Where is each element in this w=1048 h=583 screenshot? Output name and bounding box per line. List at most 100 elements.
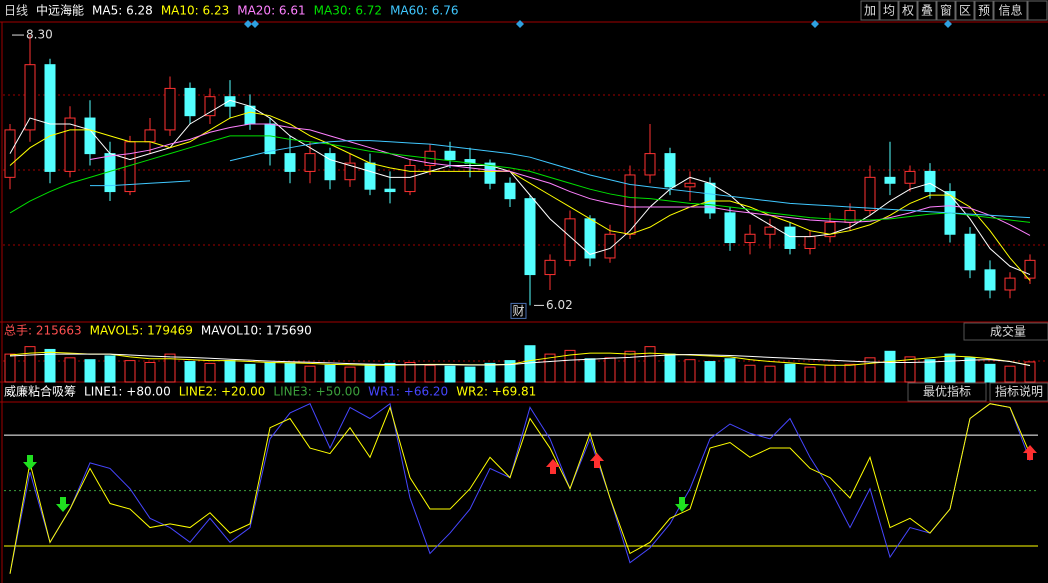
volume-bar [824,364,836,383]
event-diamond [244,20,252,28]
volume-bar [4,353,16,383]
legend-item: 威廉粘合吸筹 [4,384,76,399]
candle-body [904,170,916,184]
candle-body [184,87,196,117]
candle-body [704,182,716,214]
candle-body [484,162,496,184]
volume-bar [764,365,776,383]
candle-body [964,233,976,271]
candle-body [284,153,296,172]
volume-button[interactable] [963,322,1048,341]
volume-bar [964,357,976,383]
volume-bar [364,363,376,383]
legend-item: LINE2: +20.00 [179,385,266,399]
volume-bar [664,353,676,383]
best-indicator-label[interactable]: 最优指标 [923,384,971,399]
toolbar-button-label[interactable]: 预 [978,4,990,18]
volume-bar [544,353,556,383]
sell-arrow [675,497,689,512]
toolbar-scroll[interactable] [1027,0,1048,21]
toolbar-button[interactable] [936,0,956,21]
candle-body [984,269,996,291]
volume-bar [1004,365,1016,383]
volume-bar [104,355,116,383]
volume-bar [724,358,736,383]
volume-bar [424,364,436,383]
volume-bar [744,364,756,383]
candle-body [564,218,576,261]
candle-body [384,188,396,193]
sell-arrow [56,497,70,512]
toolbar-button[interactable] [898,0,918,21]
candle-body [524,198,536,276]
volume-bar [864,357,876,383]
volume-bar [804,366,816,383]
volume-bar [1024,361,1036,383]
candle-body [784,226,796,249]
volume-ma-line [9,351,1031,366]
candle-body [804,236,816,249]
candle-body [164,87,176,131]
indicator-help-label[interactable]: 指标说明 [995,384,1043,399]
toolbar-button[interactable] [860,0,880,21]
volume-bar [244,363,256,383]
legend-item: 中远海能 [36,3,84,18]
best-indicator-button[interactable] [907,382,987,402]
toolbar-button[interactable] [879,0,899,21]
volume-bar [704,361,716,383]
candle-body [864,176,876,212]
event-diamond [251,20,259,28]
buy-arrow [1023,445,1037,460]
signal-arrows [23,445,1037,512]
ma-line [9,135,1031,223]
candle-body [344,162,356,181]
ma-line [9,111,1031,281]
candle-body [144,129,156,143]
toolbar-button-label[interactable]: 权 [902,4,914,18]
toolbar-button[interactable] [917,0,937,21]
toolbar-button[interactable] [993,0,1028,21]
event-diamond [811,20,819,28]
toolbar-button-label[interactable]: 叠 [921,4,933,18]
candle-body [844,210,856,223]
toolbar-button-label[interactable]: 窗 [940,4,952,18]
volume-bar [464,366,476,383]
volume-bar [204,362,216,383]
candle-body [404,164,416,193]
candle-body [264,123,276,155]
candle-body [64,117,76,172]
volume-bar [884,350,896,383]
volume-bar [44,348,56,383]
volume-bar [584,358,596,383]
toolbar-button[interactable] [955,0,975,21]
legend-item: WR1: +66.20 [368,385,448,399]
event-markers [244,20,952,28]
volume-bar [144,361,156,383]
toolbar-button[interactable] [974,0,994,21]
volume-bar [344,366,356,383]
volume-bar [844,363,856,383]
legend-item: 总手: 215663 [4,324,82,338]
candle-body [44,64,56,172]
legend-item: MA5: 6.28 [92,4,153,18]
candle-body [604,233,616,259]
buy-arrow [546,459,560,474]
volume-bar [384,362,396,383]
toolbar-button-label[interactable]: 加 [864,4,876,18]
toolbar-button-label[interactable]: 信息 [998,3,1022,18]
indicator-help-button[interactable] [989,382,1048,402]
indicator-line [9,402,1031,574]
volume-bar [324,364,336,383]
volume-button-label[interactable]: 成交量 [990,324,1026,339]
candle-body [244,105,256,125]
plots: 8.30 6.02 财 [4,28,1038,574]
volume-bar [624,350,636,383]
volume-bar [484,362,496,383]
event-box [510,302,527,319]
candle-body [444,150,456,161]
toolbar-button-label[interactable]: 均 [883,4,895,18]
legend-item: MAVOL10: 175690 [201,324,312,338]
volume-bar [224,360,236,383]
toolbar-button-label[interactable]: 区 [959,4,971,18]
